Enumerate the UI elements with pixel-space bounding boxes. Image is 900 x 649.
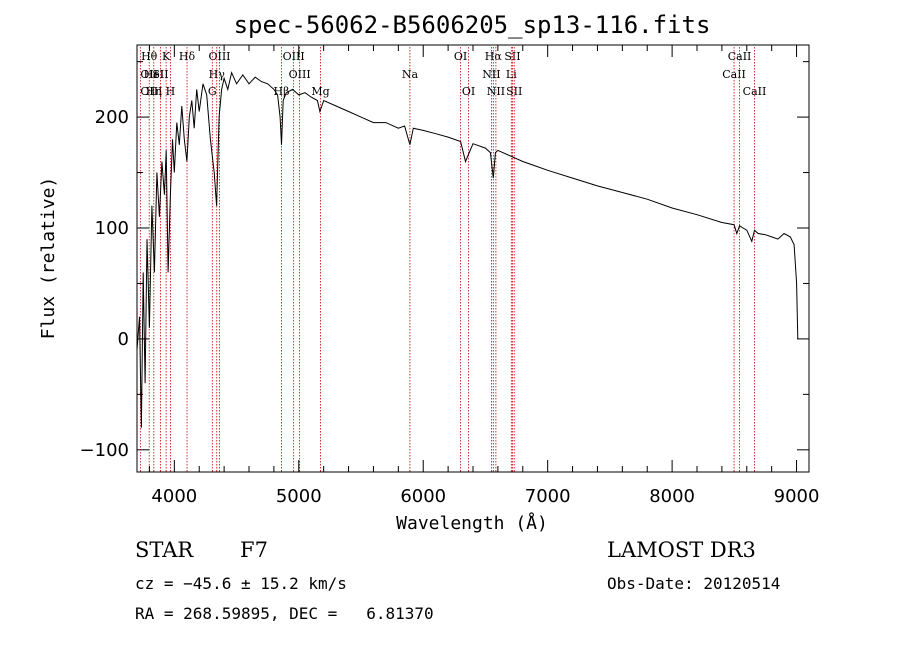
line-label: OI <box>454 50 467 63</box>
y-tick-label: 200 <box>95 107 129 128</box>
line-label: SII <box>506 85 522 98</box>
line-label: SII <box>152 68 168 81</box>
line-label: CaII <box>743 85 767 98</box>
line-label: HeI <box>144 68 164 81</box>
chart-title: spec-56062-B5606205_sp13-116.fits <box>234 11 711 39</box>
line-label: Hθ <box>141 50 158 63</box>
line-label: CaII <box>728 50 752 63</box>
y-axis-ticks: −100 0 100 200 <box>80 61 809 461</box>
survey-name: LAMOST DR3 <box>607 538 756 562</box>
x-axis-label: Wavelength (Å) <box>396 512 548 534</box>
x-tick-label: 8000 <box>649 486 695 507</box>
x-axis-ticks: 4000 5000 6000 7000 8000 9000 <box>148 45 820 507</box>
line-label: Hη <box>146 85 162 98</box>
observation-date: Obs-Date: 20120514 <box>607 574 781 593</box>
line-label: Hδ <box>179 50 196 63</box>
x-tick-label: 9000 <box>774 486 820 507</box>
redshift-velocity: cz = −45.6 ± 15.2 km/s <box>135 574 347 593</box>
line-label: OIII <box>140 85 162 98</box>
plot-frame <box>136 44 810 473</box>
line-label: NII <box>482 68 500 81</box>
y-tick-label: 0 <box>118 329 129 350</box>
coordinates: RA = 268.59895, DEC = 6.81370 <box>135 604 434 623</box>
line-label: OIII <box>289 68 311 81</box>
line-label: OIII <box>283 50 305 63</box>
x-tick-label: 4000 <box>151 486 197 507</box>
line-label: Hγ <box>209 68 226 81</box>
x-tick-label: 7000 <box>525 486 571 507</box>
x-tick-label: 5000 <box>276 486 322 507</box>
spectrum-line <box>136 71 799 428</box>
y-tick-label: 100 <box>95 218 129 239</box>
line-label: OIII <box>208 50 230 63</box>
line-label: Hα <box>485 50 503 63</box>
object-subclass: F7 <box>240 538 268 562</box>
line-label: Mg <box>311 85 329 98</box>
line-label: OI <box>462 85 475 98</box>
line-label: CaII <box>722 68 746 81</box>
line-label: NII <box>487 85 505 98</box>
y-tick-label: −100 <box>80 440 129 461</box>
line-label: Na <box>402 68 419 81</box>
line-label: Li <box>506 68 517 81</box>
x-tick-label: 6000 <box>400 486 446 507</box>
line-label: G <box>208 85 217 98</box>
line-label: H <box>166 85 176 98</box>
y-axis-label: Flux (relative) <box>38 177 59 340</box>
line-label: K <box>162 50 171 63</box>
line-label: SII <box>504 50 520 63</box>
object-class: STAR <box>135 538 194 562</box>
